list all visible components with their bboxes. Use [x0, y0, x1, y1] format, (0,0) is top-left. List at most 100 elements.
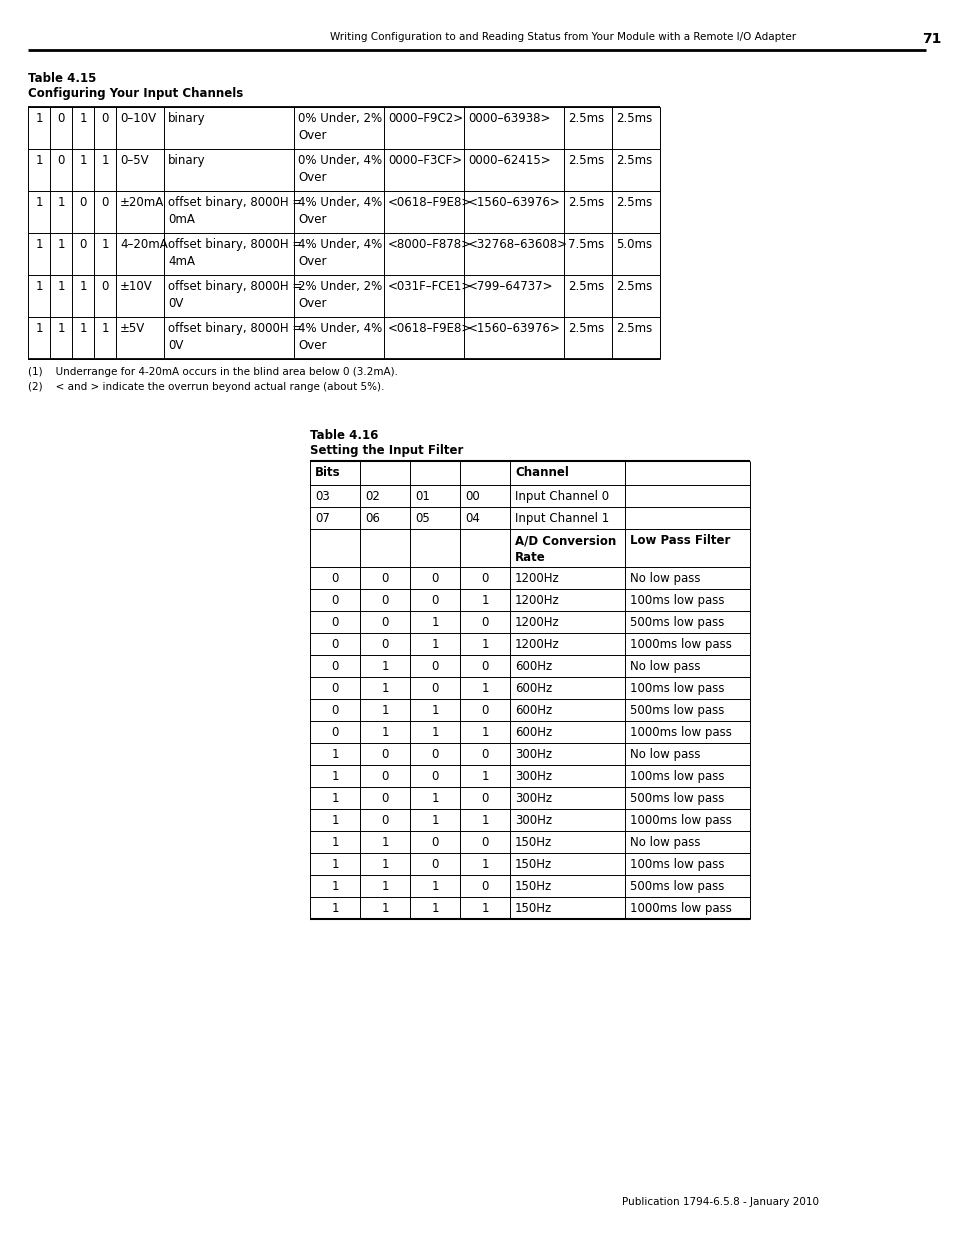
- Text: 1: 1: [431, 814, 438, 827]
- Text: 0: 0: [101, 112, 109, 125]
- Text: 1: 1: [480, 814, 488, 827]
- Text: 1: 1: [35, 196, 43, 209]
- Text: 1200Hz: 1200Hz: [515, 572, 559, 585]
- Text: 150Hz: 150Hz: [515, 836, 552, 848]
- Text: offset binary, 8000H =
0V: offset binary, 8000H = 0V: [168, 322, 302, 352]
- Text: 0: 0: [331, 638, 338, 651]
- Text: 0: 0: [431, 858, 438, 871]
- Text: 0: 0: [381, 792, 388, 805]
- Text: Configuring Your Input Channels: Configuring Your Input Channels: [28, 86, 243, 100]
- Text: 1000ms low pass: 1000ms low pass: [629, 902, 731, 915]
- Text: Publication 1794-6.5.8 - January 2010: Publication 1794-6.5.8 - January 2010: [621, 1197, 818, 1207]
- Text: 1: 1: [480, 594, 488, 606]
- Text: No low pass: No low pass: [629, 836, 700, 848]
- Text: offset binary, 8000H =
4mA: offset binary, 8000H = 4mA: [168, 238, 302, 268]
- Text: 1000ms low pass: 1000ms low pass: [629, 638, 731, 651]
- Text: 1: 1: [101, 238, 109, 251]
- Text: 600Hz: 600Hz: [515, 659, 552, 673]
- Text: 05: 05: [415, 513, 429, 525]
- Text: 0: 0: [57, 112, 65, 125]
- Text: 0: 0: [331, 616, 338, 629]
- Text: 1: 1: [431, 881, 438, 893]
- Text: 1: 1: [35, 322, 43, 335]
- Text: <1560–63976>: <1560–63976>: [468, 196, 560, 209]
- Text: 0: 0: [381, 814, 388, 827]
- Text: <1560–63976>: <1560–63976>: [468, 322, 560, 335]
- Text: 1: 1: [79, 154, 87, 167]
- Text: 500ms low pass: 500ms low pass: [629, 881, 723, 893]
- Text: offset binary, 8000H =
0V: offset binary, 8000H = 0V: [168, 280, 302, 310]
- Text: ±20mA: ±20mA: [120, 196, 164, 209]
- Text: 0: 0: [57, 154, 65, 167]
- Text: 500ms low pass: 500ms low pass: [629, 616, 723, 629]
- Text: 0: 0: [101, 280, 109, 293]
- Text: 03: 03: [314, 490, 330, 503]
- Text: binary: binary: [168, 112, 206, 125]
- Text: 1: 1: [431, 638, 438, 651]
- Text: 1: 1: [431, 616, 438, 629]
- Text: 150Hz: 150Hz: [515, 902, 552, 915]
- Text: 0000–62415>: 0000–62415>: [468, 154, 550, 167]
- Text: 0: 0: [381, 594, 388, 606]
- Text: 0000–63938>: 0000–63938>: [468, 112, 550, 125]
- Text: 500ms low pass: 500ms low pass: [629, 704, 723, 718]
- Text: 07: 07: [314, 513, 330, 525]
- Text: 2.5ms: 2.5ms: [616, 322, 652, 335]
- Text: 300Hz: 300Hz: [515, 748, 552, 761]
- Text: 2.5ms: 2.5ms: [616, 112, 652, 125]
- Text: 1: 1: [381, 836, 388, 848]
- Text: 0: 0: [481, 616, 488, 629]
- Text: 1: 1: [480, 858, 488, 871]
- Text: 04: 04: [464, 513, 479, 525]
- Text: 0: 0: [481, 748, 488, 761]
- Text: 1: 1: [480, 769, 488, 783]
- Text: 1: 1: [35, 154, 43, 167]
- Text: 0: 0: [381, 638, 388, 651]
- Text: 0: 0: [331, 704, 338, 718]
- Text: 100ms low pass: 100ms low pass: [629, 594, 723, 606]
- Text: 0: 0: [431, 748, 438, 761]
- Text: Low Pass Filter: Low Pass Filter: [629, 534, 730, 547]
- Text: 0: 0: [381, 769, 388, 783]
- Text: 600Hz: 600Hz: [515, 682, 552, 695]
- Text: 1: 1: [331, 792, 338, 805]
- Text: 0: 0: [481, 881, 488, 893]
- Text: 0: 0: [481, 572, 488, 585]
- Text: 600Hz: 600Hz: [515, 726, 552, 739]
- Text: 0: 0: [331, 726, 338, 739]
- Text: 1: 1: [331, 881, 338, 893]
- Text: Input Channel 0: Input Channel 0: [515, 490, 608, 503]
- Text: 5.0ms: 5.0ms: [616, 238, 652, 251]
- Text: ±10V: ±10V: [120, 280, 152, 293]
- Text: 0: 0: [79, 196, 87, 209]
- Text: <8000–F878>: <8000–F878>: [388, 238, 472, 251]
- Text: 300Hz: 300Hz: [515, 814, 552, 827]
- Text: 1: 1: [57, 322, 65, 335]
- Text: 0000–F3CF>: 0000–F3CF>: [388, 154, 461, 167]
- Text: 1: 1: [331, 858, 338, 871]
- Text: 0: 0: [331, 572, 338, 585]
- Text: 1: 1: [35, 280, 43, 293]
- Text: 1: 1: [331, 769, 338, 783]
- Text: 0: 0: [481, 836, 488, 848]
- Text: 1: 1: [79, 112, 87, 125]
- Text: 0: 0: [431, 769, 438, 783]
- Text: 1: 1: [79, 322, 87, 335]
- Text: 71: 71: [921, 32, 941, 46]
- Text: 100ms low pass: 100ms low pass: [629, 858, 723, 871]
- Text: 1: 1: [331, 814, 338, 827]
- Text: 1: 1: [57, 238, 65, 251]
- Text: <32768–63608>: <32768–63608>: [468, 238, 567, 251]
- Text: Setting the Input Filter: Setting the Input Filter: [310, 445, 463, 457]
- Text: A/D Conversion
Rate: A/D Conversion Rate: [515, 534, 616, 564]
- Text: 0: 0: [381, 748, 388, 761]
- Text: 0: 0: [431, 572, 438, 585]
- Text: 0: 0: [381, 572, 388, 585]
- Text: 4–20mA: 4–20mA: [120, 238, 168, 251]
- Text: <0618–F9E8>: <0618–F9E8>: [388, 322, 472, 335]
- Text: 100ms low pass: 100ms low pass: [629, 769, 723, 783]
- Text: 0: 0: [431, 594, 438, 606]
- Text: 0000–F9C2>: 0000–F9C2>: [388, 112, 462, 125]
- Text: 1: 1: [381, 902, 388, 915]
- Text: Writing Configuration to and Reading Status from Your Module with a Remote I/O A: Writing Configuration to and Reading Sta…: [330, 32, 796, 42]
